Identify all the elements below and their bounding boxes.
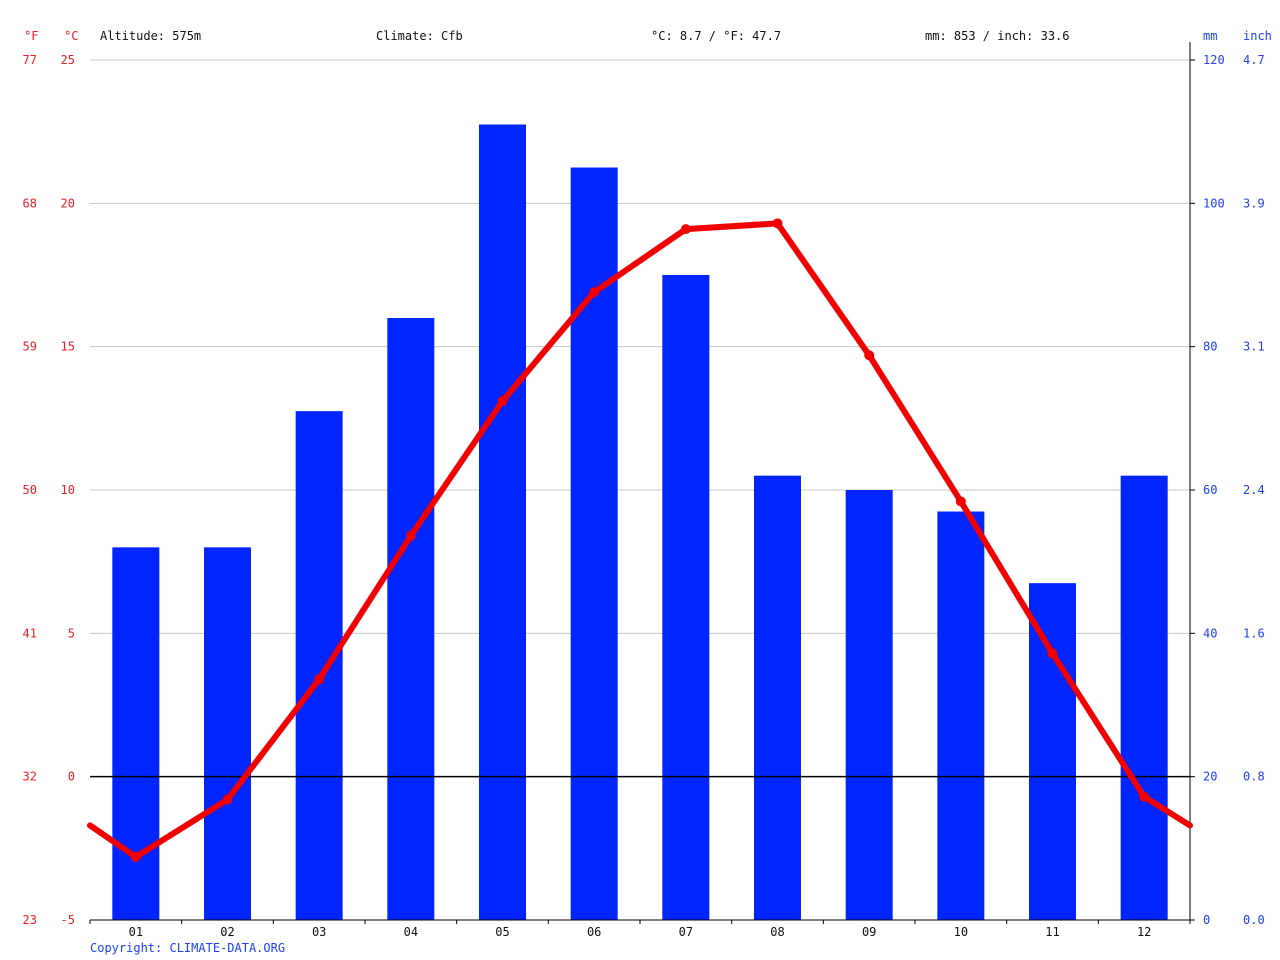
mm-tick-label: 100 (1203, 196, 1225, 210)
month-tick-label: 11 (1045, 925, 1059, 939)
fahrenheit-tick-label: 41 (23, 626, 37, 640)
precipitation-bar (1029, 583, 1076, 920)
precipitation-bar (754, 475, 801, 920)
mm-tick-label: 20 (1203, 770, 1217, 784)
temperature-point (130, 851, 141, 862)
month-tick-label: 01 (129, 925, 143, 939)
month-tick-label: 06 (587, 925, 601, 939)
temperature-point (589, 287, 600, 298)
month-tick-label: 02 (220, 925, 234, 939)
temperature-point (405, 530, 416, 541)
inch-tick-label: 3.9 (1243, 196, 1265, 210)
temperature-point (1047, 648, 1058, 659)
month-tick-label: 10 (954, 925, 968, 939)
altitude-label: Altitude: 575m (100, 29, 201, 43)
precipitation-bar (1120, 475, 1168, 920)
total-precipitation-label: mm: 853 / inch: 33.6 (925, 29, 1070, 43)
celsius-unit-label: °C (64, 29, 78, 43)
fahrenheit-tick-label: 50 (23, 483, 37, 497)
celsius-tick-label: 0 (68, 770, 75, 784)
precipitation-bar (845, 490, 893, 920)
precipitation-bar (295, 411, 343, 920)
inch-tick-label: 0.0 (1243, 913, 1265, 927)
celsius-tick-label: 10 (61, 483, 75, 497)
temperature-point (772, 218, 783, 229)
inch-tick-label: 3.1 (1243, 340, 1265, 354)
copyright-link[interactable]: Copyright: CLIMATE-DATA.ORG (90, 941, 285, 955)
mm-tick-label: 80 (1203, 340, 1217, 354)
month-tick-label: 05 (495, 925, 509, 939)
temperature-point (1139, 791, 1150, 802)
temperature-point (680, 224, 691, 235)
average-temperature-label: °C: 8.7 / °F: 47.7 (651, 29, 781, 43)
fahrenheit-unit-label: °F (24, 29, 38, 43)
precipitation-bar (479, 124, 526, 920)
fahrenheit-tick-label: 32 (23, 770, 37, 784)
fahrenheit-tick-label: 68 (23, 196, 37, 210)
temperature-point (497, 396, 508, 407)
celsius-tick-label: 20 (61, 196, 75, 210)
celsius-tick-label: 25 (61, 53, 75, 67)
month-tick-label: 09 (862, 925, 876, 939)
inch-tick-label: 2.4 (1243, 483, 1265, 497)
mm-tick-label: 0 (1203, 913, 1210, 927)
temperature-line (87, 218, 1193, 862)
mm-unit-label: mm (1203, 29, 1217, 43)
mm-tick-label: 40 (1203, 626, 1217, 640)
month-tick-label: 03 (312, 925, 326, 939)
precipitation-bar (662, 275, 710, 920)
temperature-series-line (87, 220, 1193, 860)
temperature-point (864, 350, 875, 361)
temperature-point (222, 794, 233, 805)
celsius-tick-label: -5 (61, 913, 75, 927)
fahrenheit-tick-label: 59 (23, 340, 37, 354)
precipitation-bar (937, 511, 985, 920)
inch-unit-label: inch (1243, 29, 1272, 43)
month-tick-label: 08 (770, 925, 784, 939)
mm-tick-label: 60 (1203, 483, 1217, 497)
chart-axes (89, 42, 1195, 924)
inch-tick-label: 4.7 (1243, 53, 1265, 67)
fahrenheit-tick-label: 77 (23, 53, 37, 67)
precipitation-bar (204, 547, 251, 920)
grid-lines (90, 59, 1190, 634)
celsius-tick-label: 15 (61, 340, 75, 354)
month-tick-label: 12 (1137, 925, 1151, 939)
fahrenheit-tick-label: 23 (23, 913, 37, 927)
month-tick-label: 04 (404, 925, 418, 939)
climate-label: Climate: Cfb (376, 29, 463, 43)
inch-tick-label: 0.8 (1243, 770, 1265, 784)
mm-tick-label: 120 (1203, 53, 1225, 67)
precipitation-bar (112, 547, 160, 920)
precipitation-bars (112, 124, 1168, 920)
inch-tick-label: 1.6 (1243, 626, 1265, 640)
temperature-point (955, 496, 966, 507)
month-tick-label: 07 (679, 925, 693, 939)
celsius-tick-label: 5 (68, 626, 75, 640)
precipitation-bar (387, 318, 435, 920)
copyright-text[interactable]: Copyright: CLIMATE-DATA.ORG (90, 941, 285, 955)
temperature-point (314, 674, 325, 685)
